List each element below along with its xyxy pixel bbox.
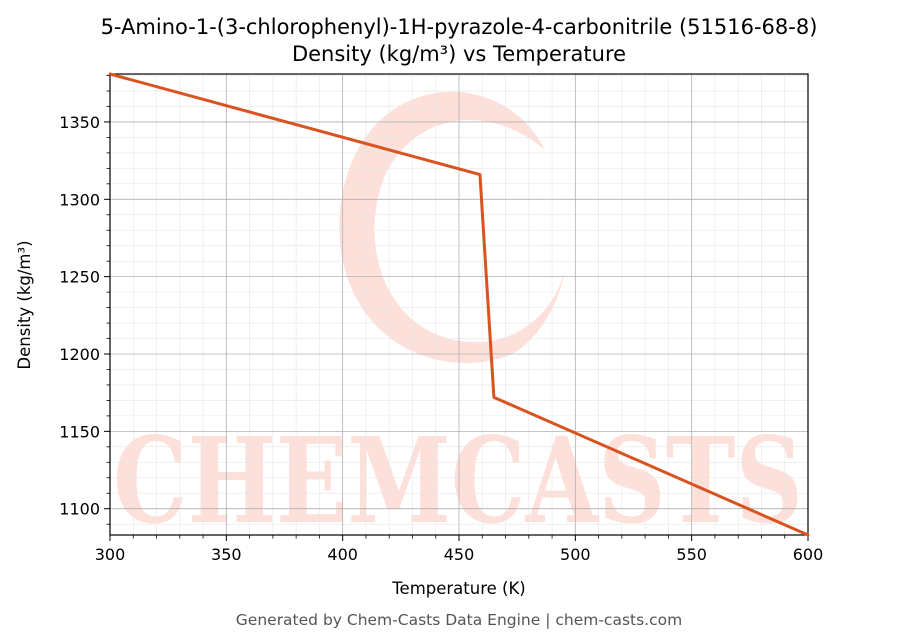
watermark-text: CHEMCASTS — [113, 411, 803, 550]
axis-ticks — [104, 75, 809, 541]
chemcasts-watermark: CHEMCASTS — [113, 91, 803, 550]
x-tick-label: 400 — [327, 545, 358, 564]
series-layer — [108, 72, 810, 537]
y-tick-label: 1100 — [59, 500, 100, 519]
x-tick-label: 550 — [676, 545, 707, 564]
x-tick-label: 600 — [793, 545, 824, 564]
chart-subtitle: Density (kg/m³) vs Temperature — [292, 42, 626, 66]
y-tick-label: 1150 — [59, 422, 100, 441]
x-tick-label: 500 — [560, 545, 591, 564]
y-tick-label: 1350 — [59, 113, 100, 132]
x-tick-label: 450 — [444, 545, 475, 564]
x-tick-label: 350 — [211, 545, 242, 564]
footer-credit: Generated by Chem-Casts Data Engine | ch… — [236, 611, 682, 629]
y-tick-label: 1200 — [59, 345, 100, 364]
x-axis-label: Temperature (K) — [391, 579, 525, 598]
x-tick-labels: 300 350 400 450 500 550 600 — [95, 545, 824, 564]
y-tick-label: 1300 — [59, 190, 100, 209]
y-tick-label: 1250 — [59, 268, 100, 287]
watermark-swirl-icon — [339, 91, 565, 364]
y-axis-label: Density (kg/m³) — [15, 240, 34, 369]
major-grid — [109, 74, 809, 535]
x-tick-label: 300 — [95, 545, 126, 564]
density-line — [108, 72, 810, 537]
y-tick-labels: 1100 1150 1200 1250 1300 1350 — [59, 113, 100, 519]
chart-title: 5-Amino-1-(3-chlorophenyl)-1H-pyrazole-4… — [101, 15, 818, 39]
